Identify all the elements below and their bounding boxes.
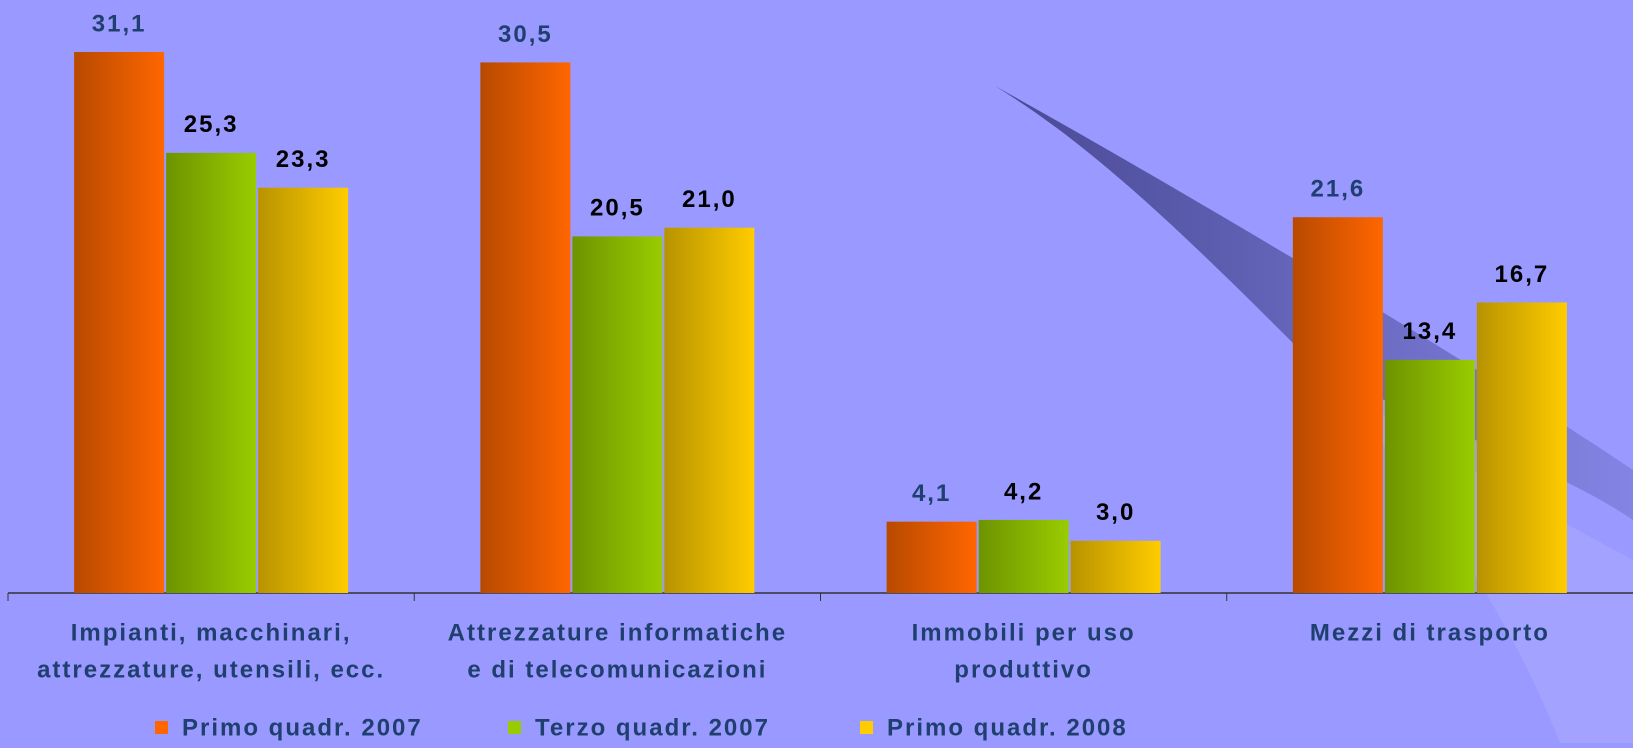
legend-swatch (155, 721, 168, 734)
bar-shade (1384, 359, 1475, 593)
bar-shade (1476, 302, 1567, 593)
data-label: 31,1 (92, 10, 147, 37)
data-label: 21,0 (682, 186, 737, 213)
data-label: 21,6 (1311, 176, 1366, 203)
legend-label: Primo quadr. 2008 (887, 714, 1128, 741)
bar-shade (166, 152, 257, 593)
bar-shade (480, 62, 571, 593)
data-label: 20,5 (590, 195, 645, 222)
x-tick-label: Mezzi di trasporto (1310, 619, 1550, 646)
data-label: 23,3 (276, 146, 331, 173)
bar-shade (978, 519, 1069, 593)
bar-shade (1070, 540, 1161, 593)
data-label: 16,7 (1495, 261, 1550, 288)
data-label: 13,4 (1403, 318, 1458, 345)
bar-shade (572, 236, 663, 594)
legend-swatch (508, 721, 521, 734)
bar-shade (74, 52, 165, 593)
data-label: 25,3 (184, 111, 239, 138)
x-tick-label: attrezzature, utensili, ecc. (37, 656, 385, 683)
legend-swatch (860, 721, 873, 734)
data-label: 4,1 (912, 480, 951, 507)
data-label: 30,5 (498, 21, 553, 48)
x-tick-label: produttivo (954, 656, 1093, 683)
bar-shade (258, 187, 349, 594)
data-label: 3,0 (1096, 499, 1135, 526)
x-tick-label: Attrezzature informatiche (448, 619, 787, 646)
legend-label: Primo quadr. 2007 (182, 714, 423, 741)
bar-shade (1292, 217, 1383, 593)
bar-shade (664, 227, 755, 594)
bar-shade (886, 521, 977, 593)
x-tick-label: Immobili per uso (912, 619, 1136, 646)
x-tick-label: Impianti, macchinari, (71, 619, 352, 646)
legend-label: Terzo quadr. 2007 (535, 714, 770, 741)
x-tick-label: e di telecomunicazioni (467, 656, 767, 683)
data-label: 4,2 (1004, 478, 1043, 505)
